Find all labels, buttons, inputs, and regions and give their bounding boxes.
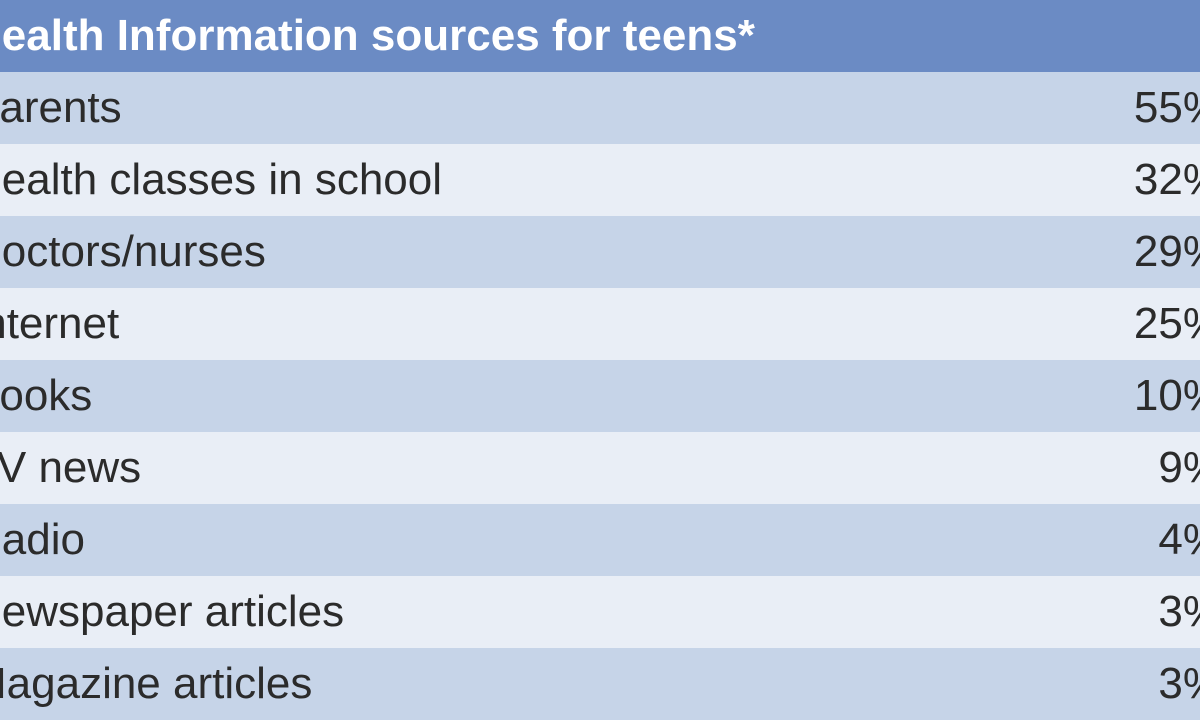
value-label: 3% — [1158, 587, 1200, 637]
source-label: Radio — [0, 515, 85, 565]
source-label: Health classes in school — [0, 155, 442, 205]
value-label: 32% — [1134, 155, 1200, 205]
source-label: Parents — [0, 83, 122, 133]
table-row: Doctors/nurses 29% — [0, 216, 1200, 288]
source-label: TV news — [0, 443, 141, 493]
table-row: TV news 9% — [0, 432, 1200, 504]
value-label: 10% — [1134, 371, 1200, 421]
value-label: 4% — [1158, 515, 1200, 565]
table-row: Books 10% — [0, 360, 1200, 432]
value-label: 3% — [1158, 659, 1200, 709]
table-title: Health Information sources for teens* — [0, 11, 755, 61]
table-row: Internet 25% — [0, 288, 1200, 360]
table-row: Newspaper articles 3% — [0, 576, 1200, 648]
table-row: Health classes in school 32% — [0, 144, 1200, 216]
source-label: Internet — [0, 299, 119, 349]
source-label: Doctors/nurses — [0, 227, 266, 277]
source-label: Newspaper articles — [0, 587, 344, 637]
table-row: Magazine articles 3% — [0, 648, 1200, 720]
source-label: Books — [0, 371, 92, 421]
value-label: 25% — [1134, 299, 1200, 349]
table-row: Parents 55% — [0, 72, 1200, 144]
value-label: 9% — [1158, 443, 1200, 493]
value-label: 55% — [1134, 83, 1200, 133]
table-header-row: Health Information sources for teens* — [0, 0, 1200, 72]
health-info-table: Health Information sources for teens* Pa… — [0, 0, 1200, 720]
table-row: Radio 4% — [0, 504, 1200, 576]
source-label: Magazine articles — [0, 659, 312, 709]
value-label: 29% — [1134, 227, 1200, 277]
